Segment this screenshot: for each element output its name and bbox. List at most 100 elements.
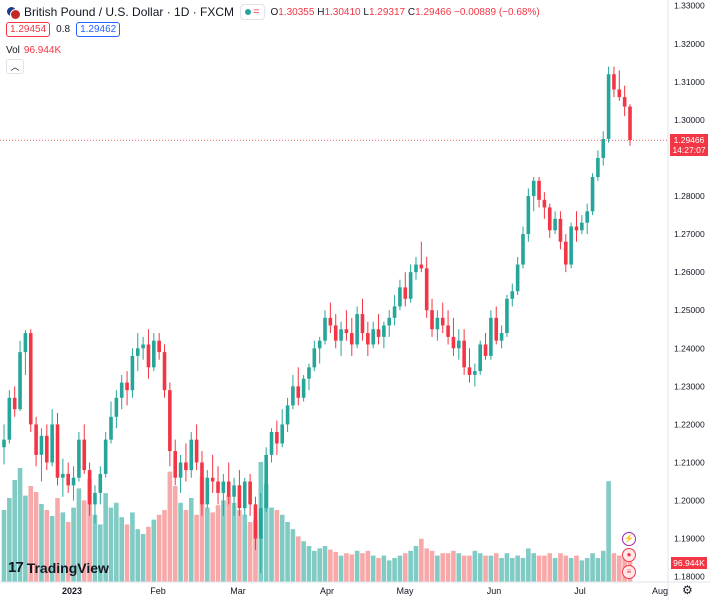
last-price-label: 1.29466 14:27:07 xyxy=(670,134,708,157)
open-label: O xyxy=(270,6,279,18)
candle-body xyxy=(451,336,456,349)
brand-name: TradingView xyxy=(26,559,109,576)
volume-bar xyxy=(584,558,590,582)
market-open-icon xyxy=(245,9,252,15)
market-status[interactable]: = xyxy=(240,4,265,20)
chevron-up-icon: ︿ xyxy=(10,62,20,72)
price-axis: 1.33000 1.32000 1.31000 1.30000 1.28000 1.270… xyxy=(667,0,705,600)
candle-body xyxy=(189,439,194,471)
candle-body xyxy=(119,382,124,398)
volume-bar xyxy=(536,555,542,582)
candle-body xyxy=(494,317,499,341)
volume-bar xyxy=(376,558,381,582)
volume-bar xyxy=(242,514,248,582)
volume-bar xyxy=(76,488,82,582)
bid-ask-row: 1.29454 0.8 1.29462 xyxy=(6,22,121,37)
candle-body xyxy=(168,390,172,452)
candle-body xyxy=(312,348,317,368)
volume-bar xyxy=(429,550,435,582)
volume-bar xyxy=(231,502,237,582)
candle-body xyxy=(612,74,616,90)
candle-body xyxy=(563,241,568,265)
settings-gear-icon[interactable]: ⚙ xyxy=(682,583,693,597)
volume-bar xyxy=(151,519,157,582)
candle-body xyxy=(387,317,392,326)
change-value: −0.00889 (−0.68%) xyxy=(454,6,540,18)
candle-body xyxy=(317,340,322,349)
volume-bar xyxy=(413,546,419,582)
volume-bar xyxy=(55,498,60,582)
volume-bar xyxy=(333,552,339,582)
time-axis: 2023 Feb Mar Apr May Jun Jul Aug xyxy=(0,581,710,596)
candle-body xyxy=(371,329,375,345)
candle-body xyxy=(103,439,108,474)
volume-bar xyxy=(312,550,317,582)
candle-body xyxy=(382,325,386,337)
equals-icon: = xyxy=(253,6,260,18)
volume-bar xyxy=(386,560,392,582)
us-flag-icon[interactable]: ≡ xyxy=(622,565,636,579)
spread-value: 0.8 xyxy=(56,24,71,35)
candle-body xyxy=(590,177,595,212)
candle-body xyxy=(55,424,60,478)
ohlc-values: O1.30355 H1.30410 L1.29317 C1.29466 −0.0… xyxy=(271,7,540,18)
event-flag-icon[interactable]: ● xyxy=(622,548,636,562)
volume-bar xyxy=(188,498,194,582)
volume-bar xyxy=(81,500,87,582)
candle-body xyxy=(162,352,167,391)
volume-bar xyxy=(504,553,510,582)
candle-body xyxy=(478,344,482,372)
volume-bar xyxy=(87,478,92,582)
volume-bar xyxy=(606,481,611,582)
volume-bar xyxy=(520,558,526,582)
candle-body xyxy=(430,310,434,330)
volume-bar xyxy=(23,495,28,582)
volume-bar xyxy=(114,502,119,582)
candle-body xyxy=(269,432,274,455)
candle-body xyxy=(580,222,584,231)
volume-bar xyxy=(354,550,360,582)
candle-body xyxy=(344,329,349,334)
volume-bar xyxy=(456,553,462,582)
candle-body xyxy=(606,74,611,139)
volume-bar xyxy=(611,553,617,582)
sell-price-button[interactable]: 1.29454 xyxy=(6,22,51,37)
collapse-legend-button[interactable]: ︿ xyxy=(6,59,24,74)
volume-value: 96.944K xyxy=(23,45,62,56)
price-tick-label: 1.23000 xyxy=(674,381,705,391)
volume-bar xyxy=(178,502,183,582)
candle-body xyxy=(537,180,541,200)
volume-bar xyxy=(419,538,424,582)
tradingview-logo[interactable]: 17 TradingView xyxy=(8,559,109,576)
candle-body xyxy=(194,439,199,463)
volume-bar xyxy=(28,486,34,582)
time-tick-label: 2023 xyxy=(62,586,82,596)
volume-bar xyxy=(590,553,595,582)
volume-bar xyxy=(558,553,563,582)
open-value: 1.30355 xyxy=(278,6,315,18)
volume-bar xyxy=(130,512,135,582)
chart-legend-header: British Pound / U.S. Dollar · 1D · FXCM … xyxy=(6,4,540,20)
price-tick-label: 1.32000 xyxy=(674,39,705,49)
volume-label: Vol xyxy=(6,45,20,56)
candle-body xyxy=(419,264,424,269)
volume-bar xyxy=(552,558,558,582)
candle-body xyxy=(323,317,327,341)
candle-body xyxy=(135,348,140,356)
candle-body xyxy=(392,306,397,318)
volume-bar xyxy=(600,550,606,582)
volume-bar xyxy=(162,510,167,582)
volume-bar xyxy=(135,529,141,582)
volume-bar xyxy=(526,548,531,582)
candle-body xyxy=(28,333,33,425)
candle-body xyxy=(296,386,301,398)
buy-price-button[interactable]: 1.29462 xyxy=(76,22,121,37)
volume-bar xyxy=(445,553,451,582)
volume-bar xyxy=(7,498,12,582)
lightning-icon[interactable]: ⚡ xyxy=(622,532,636,546)
close-label: C xyxy=(407,6,416,18)
symbol-title[interactable]: British Pound / U.S. Dollar · 1D · FXCM xyxy=(24,5,235,19)
volume-bar xyxy=(402,553,408,582)
